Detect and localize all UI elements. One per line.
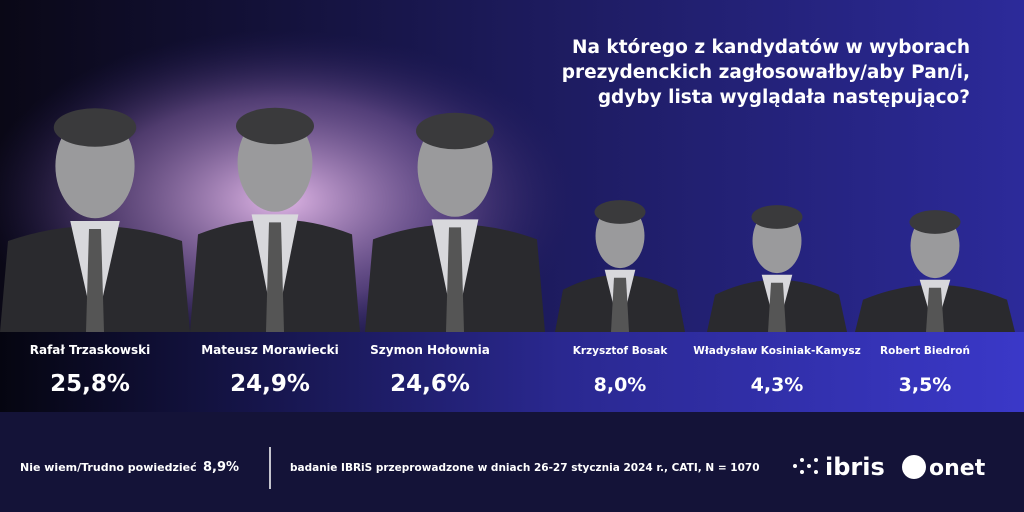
tie <box>86 229 104 332</box>
footer-band <box>0 412 1024 512</box>
logo-dot <box>814 458 818 462</box>
candidate-result: 24,6% <box>390 371 470 397</box>
hair <box>751 205 803 229</box>
hair <box>236 107 314 145</box>
candidate-name: Rafał Trzaskowski <box>30 343 151 357</box>
tie <box>926 287 944 332</box>
candidate-name: Robert Biedroń <box>880 345 970 357</box>
footnote: badanie IBRiS przeprowadzone w dniach 26… <box>290 462 760 474</box>
tie <box>611 277 629 332</box>
candidate-name: Mateusz Morawiecki <box>201 343 339 357</box>
onet-circle <box>902 455 926 479</box>
hair <box>416 112 494 150</box>
candidate-labels: Rafał Trzaskowski 25,8% Mateusz Morawiecki… <box>30 343 970 397</box>
candidate-name: Krzysztof Bosak <box>573 345 669 357</box>
photos <box>0 107 1015 332</box>
hair <box>53 108 137 147</box>
candidate-result: 24,9% <box>230 371 310 397</box>
logo-dot <box>800 458 804 462</box>
tie <box>768 282 786 332</box>
candidate-result: 8,0% <box>594 374 647 396</box>
photo <box>0 108 190 332</box>
other-result: 8,9% <box>203 460 239 475</box>
ibris-text: ibris <box>825 453 885 481</box>
logo-dot <box>814 470 818 474</box>
ibris-logo: ibris <box>793 453 885 481</box>
logo-dot <box>807 464 811 468</box>
photo <box>855 210 1015 332</box>
candidate-name: Władysław Kosiniak-Kamysz <box>693 345 860 357</box>
onet-text: onet <box>929 456 986 481</box>
photo <box>555 200 685 332</box>
hair <box>909 210 961 234</box>
candidate-name: Szymon Hołownia <box>370 343 490 357</box>
photo <box>707 205 847 332</box>
title-line: prezydenckich zagłosowałby/aby Pan/i, <box>562 62 970 83</box>
title-line: gdyby lista wyglądała następująco? <box>598 87 970 108</box>
logo-dot <box>793 464 797 468</box>
other-label: Nie wiem/Trudno powiedzieć <box>20 461 197 474</box>
candidate-result: 25,8% <box>50 371 130 397</box>
logo-dot <box>800 470 804 474</box>
candidate-result: 3,5% <box>899 374 952 396</box>
onet-logo: onet <box>902 455 986 481</box>
hair <box>594 200 646 224</box>
tie <box>266 222 284 332</box>
results-band <box>0 332 1024 412</box>
photo <box>365 112 545 332</box>
photo <box>190 107 360 332</box>
title-line: Na którego z kandydatów w wyborach <box>572 37 970 58</box>
tie <box>446 227 464 332</box>
title: Na którego z kandydatów w wyborach prezy… <box>562 37 970 108</box>
candidate-result: 4,3% <box>751 374 804 396</box>
